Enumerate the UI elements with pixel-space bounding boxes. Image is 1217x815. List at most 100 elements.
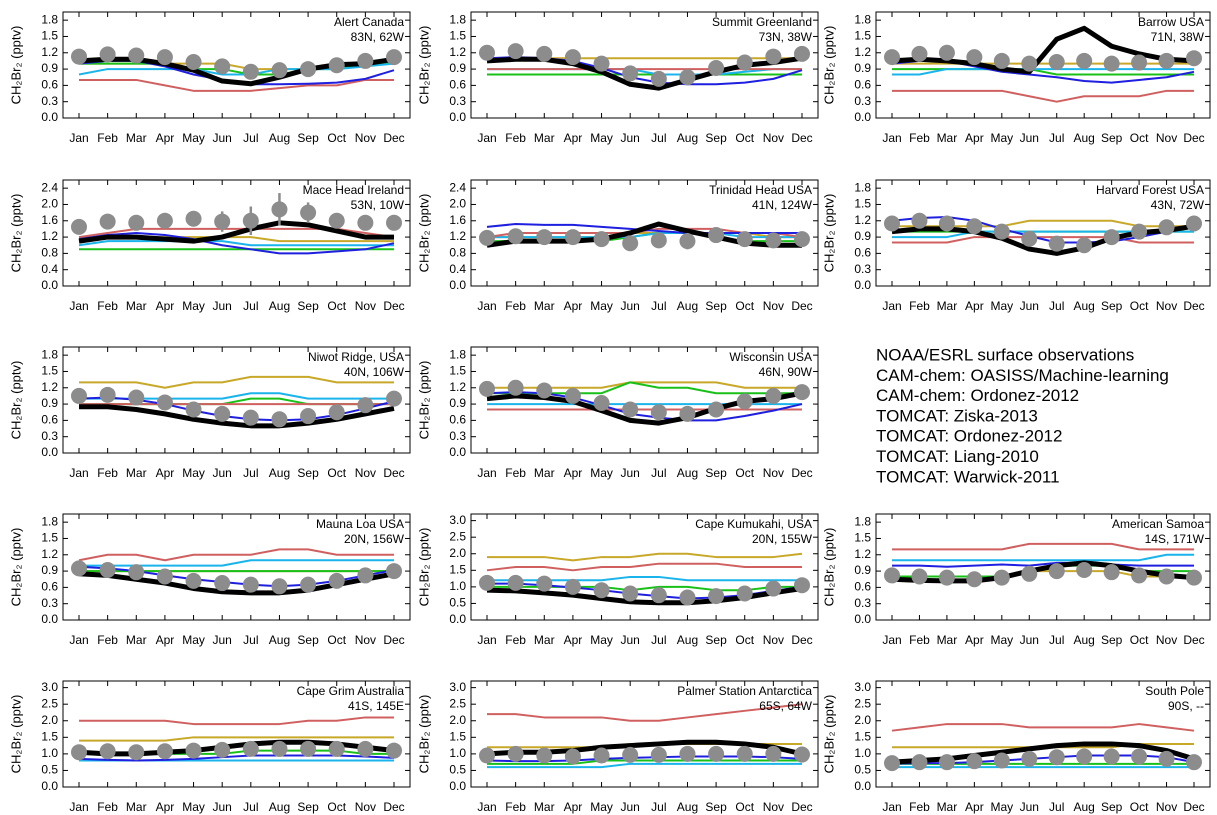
y-axis-label: CH₂Br₂ (pptv)	[8, 361, 23, 440]
plot-frame	[62, 680, 411, 788]
y-tick-label: 2.0	[854, 713, 871, 727]
x-tick-label: Aug	[677, 466, 698, 480]
observation-marker	[765, 232, 782, 249]
series-line	[79, 716, 394, 726]
x-tick-label: May	[590, 633, 613, 647]
x-tick-label: Apr	[156, 633, 175, 647]
site-coordinates: 73N, 38W	[759, 30, 813, 44]
observation-marker	[650, 404, 667, 421]
y-tick-label: 1.5	[854, 197, 871, 211]
y-tick-label: 1.8	[449, 12, 466, 26]
x-tick-label: Sep	[1101, 131, 1123, 145]
x-tick-label: Apr	[564, 131, 583, 145]
x-tick-label: Dec	[1183, 131, 1204, 145]
y-tick-label: 0.6	[41, 413, 58, 427]
x-tick-label: May	[590, 800, 613, 814]
observation-marker	[214, 575, 231, 592]
y-tick-label: 0.8	[41, 246, 58, 260]
x-tick-label: Jan	[882, 633, 901, 647]
observation-marker	[156, 49, 173, 66]
x-tick-label: Dec	[791, 800, 812, 814]
observation-marker	[99, 213, 116, 230]
observation-marker	[1131, 567, 1148, 584]
observation-marker	[99, 561, 116, 578]
x-tick-label: Mar	[126, 299, 147, 313]
series-line	[79, 392, 394, 400]
x-tick-label: Aug	[269, 633, 290, 647]
y-axis-label: CH₂Br₂ (pptv)	[416, 26, 431, 105]
observation-marker	[736, 585, 753, 602]
series-line	[79, 736, 394, 742]
observation-marker	[622, 746, 639, 763]
x-tick-label: Oct	[327, 131, 346, 145]
observation-marker	[328, 57, 345, 74]
x-tick-label: Jun	[1020, 131, 1039, 145]
y-tick-label: 0.9	[449, 396, 466, 410]
observation-marker	[507, 228, 524, 245]
x-tick-label: Sep	[705, 299, 727, 313]
observation-marker	[679, 405, 696, 422]
x-tick-label: May	[590, 466, 613, 480]
series-line	[487, 703, 803, 722]
y-tick-label: 0.0	[854, 779, 871, 793]
x-tick-label: Jan	[477, 299, 496, 313]
observation-marker	[300, 204, 317, 221]
x-tick-label: Jul	[651, 633, 666, 647]
series-line	[78, 548, 394, 562]
observation-marker	[622, 585, 639, 602]
site-name: Trinidad Head USA	[709, 183, 812, 197]
x-tick-label: Aug	[269, 131, 290, 145]
x-tick-label: Sep	[297, 633, 319, 647]
observation-marker	[536, 575, 553, 592]
observation-marker	[71, 387, 87, 404]
x-tick-label: May	[990, 299, 1013, 313]
plot-frame	[62, 346, 411, 454]
observation-marker	[938, 215, 955, 232]
observation-marker	[794, 231, 810, 248]
y-tick-label: 2.5	[854, 696, 871, 710]
observation-marker	[911, 45, 928, 62]
observation-marker	[593, 747, 610, 764]
y-tick-label: 1.8	[41, 514, 58, 528]
observation-marker	[271, 201, 288, 218]
y-axis-label: CH₂Br₂ (pptv)	[821, 528, 836, 607]
x-tick-label: Mar	[937, 800, 958, 814]
observation-marker	[708, 59, 725, 76]
site-name: Mauna Loa USA	[316, 517, 404, 531]
x-tick-label: Jan	[69, 633, 88, 647]
y-tick-label: 1.2	[854, 213, 871, 227]
x-tick-label: Nov	[763, 131, 784, 145]
y-tick-label: 0.8	[449, 246, 466, 260]
observation-marker	[242, 212, 259, 229]
x-tick-label: Jan	[477, 131, 496, 145]
series-line	[892, 561, 1194, 568]
site-coordinates: 53N, 10W	[351, 198, 405, 212]
y-axis-label: CH₂Br₂ (pptv)	[416, 361, 431, 440]
x-tick-label: Jun	[621, 131, 640, 145]
series-line	[79, 78, 394, 92]
observation-marker	[507, 745, 524, 762]
x-tick-label: Jul	[243, 633, 258, 647]
site-coordinates: 14S, 171W	[1145, 532, 1205, 546]
x-tick-label: Mar	[534, 131, 555, 145]
y-tick-label: 1.2	[449, 229, 466, 243]
y-tick-label: 2.0	[41, 197, 58, 211]
observation-marker	[1076, 52, 1093, 69]
site-coordinates: 43N, 72W	[1151, 198, 1205, 212]
legend-entry: TOMCAT: Ordonez-2012	[876, 427, 1062, 446]
y-tick-label: 3.0	[449, 680, 466, 694]
x-tick-label: Apr	[156, 800, 175, 814]
y-tick-label: 0.3	[854, 262, 871, 276]
x-tick-label: Feb	[97, 800, 118, 814]
panel: 0.0 0.5 1.0 1.5 2.0 2.5 3.0 Jan Feb Mar Apr May Jun J…	[416, 513, 819, 647]
x-tick-label: Jun	[213, 633, 232, 647]
site-coordinates: 40N, 106W	[344, 365, 405, 379]
legend-entry: NOAA/ESRL surface observations	[876, 345, 1134, 364]
y-tick-label: 1.2	[41, 229, 58, 243]
x-tick-label: Jun	[621, 633, 640, 647]
x-tick-label: Jan	[69, 466, 88, 480]
observation-marker	[1048, 749, 1065, 766]
x-tick-label: Dec	[791, 299, 812, 313]
observation-marker	[1048, 563, 1065, 580]
y-tick-label: 2.4	[449, 180, 466, 194]
